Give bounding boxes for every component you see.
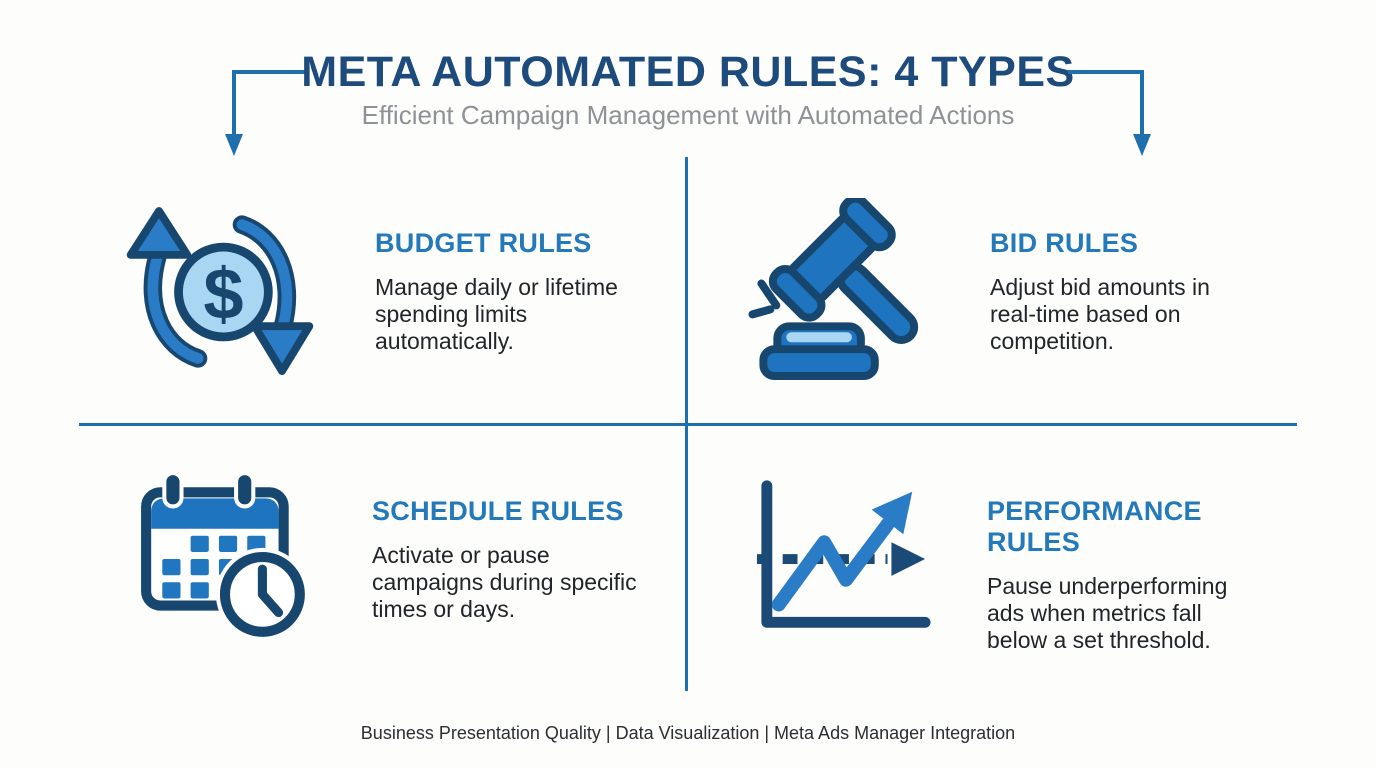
page-subtitle: Efficient Campaign Management with Autom… xyxy=(361,100,1015,130)
gavel-icon xyxy=(748,198,919,381)
quadrant-title: PERFORMANCE RULES xyxy=(987,496,1202,557)
left-bracket-arrow-icon xyxy=(225,70,308,156)
horizontal-divider xyxy=(79,423,1297,426)
footer-text: Business Presentation Quality | Data Vis… xyxy=(360,723,1016,743)
money-cycle-icon: $ xyxy=(126,207,314,375)
calendar-clock-icon xyxy=(141,471,309,641)
quadrant-title: SCHEDULE RULES xyxy=(372,496,624,526)
svg-text:$: $ xyxy=(203,254,243,334)
right-bracket-arrow-icon xyxy=(1068,70,1151,156)
quadrant-description: Pause underperforming ads when metrics f… xyxy=(987,573,1228,653)
quadrant-title: BID RULES xyxy=(990,228,1139,258)
trend-chart-icon xyxy=(756,480,931,628)
quadrant-description: Manage daily or lifetime spending limits… xyxy=(375,274,618,354)
quadrant-description: Activate or pause campaigns during speci… xyxy=(372,542,637,622)
page-title: META AUTOMATED RULES: 4 TYPES xyxy=(301,48,1075,96)
quadrant-description: Adjust bid amounts in real-time based on… xyxy=(990,274,1210,354)
quadrant-title: BUDGET RULES xyxy=(375,228,592,258)
